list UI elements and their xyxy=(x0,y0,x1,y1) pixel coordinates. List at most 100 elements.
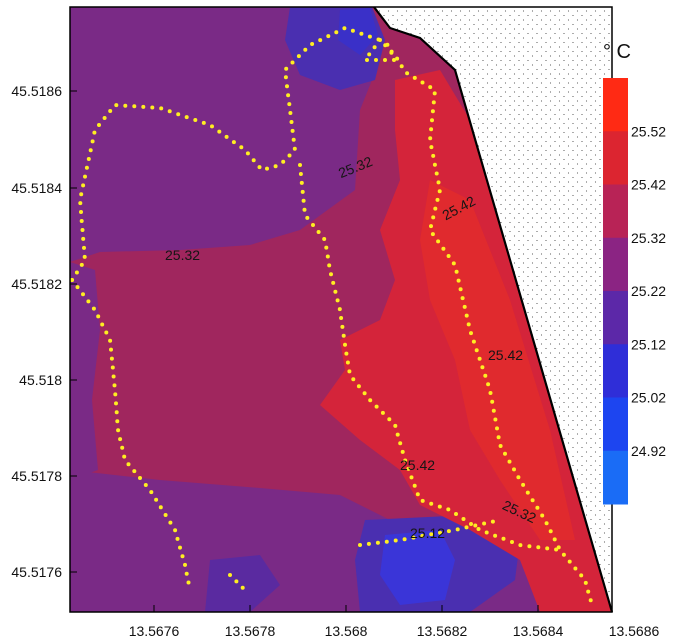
track-point xyxy=(464,313,469,318)
track-point xyxy=(231,140,236,145)
track-point xyxy=(368,398,373,403)
track-point xyxy=(240,585,245,590)
track-point xyxy=(365,58,369,62)
track-point xyxy=(82,245,86,250)
track-point xyxy=(112,383,117,388)
track-point xyxy=(548,529,553,534)
track-point xyxy=(372,45,377,50)
track-point xyxy=(291,137,296,142)
track-point xyxy=(86,157,91,161)
track-point xyxy=(341,333,346,338)
colorbar-swatch xyxy=(603,291,628,345)
track-point xyxy=(588,598,593,603)
track-point xyxy=(97,123,101,127)
y-tick-label: 45.518 xyxy=(19,372,62,388)
track-point xyxy=(429,145,434,150)
track-point xyxy=(430,232,435,237)
track-point xyxy=(350,28,355,33)
track-point xyxy=(78,201,83,206)
track-point xyxy=(438,530,442,535)
track-point xyxy=(573,566,578,571)
track-point xyxy=(251,158,256,163)
track-point xyxy=(400,449,405,454)
track-point xyxy=(163,513,168,517)
track-point xyxy=(579,573,584,578)
track-point xyxy=(385,42,390,47)
track-point xyxy=(552,537,557,542)
track-point xyxy=(345,360,350,365)
track-point xyxy=(476,527,481,531)
track-point xyxy=(344,351,349,356)
x-tick-label: 13.5678 xyxy=(225,623,276,639)
track-point xyxy=(109,356,114,361)
field-north-blue-inner xyxy=(338,8,378,55)
track-point xyxy=(498,444,503,448)
track-point xyxy=(159,106,164,111)
track-point xyxy=(176,112,181,117)
track-point xyxy=(79,262,84,267)
contour-label: 25.42 xyxy=(488,347,523,363)
track-point xyxy=(245,151,250,156)
track-point xyxy=(290,128,295,133)
track-point xyxy=(429,224,433,229)
track-point xyxy=(516,475,521,480)
track-point xyxy=(392,58,396,62)
colorbar-swatch xyxy=(603,131,628,185)
track-point xyxy=(429,532,434,537)
track-point xyxy=(322,237,327,241)
track-point xyxy=(432,91,437,96)
track-point xyxy=(527,544,532,549)
track-point xyxy=(464,525,469,530)
track-point xyxy=(583,580,588,585)
track-point xyxy=(183,562,187,567)
track-point xyxy=(91,306,96,311)
track-point xyxy=(446,254,451,258)
track-point xyxy=(300,189,305,194)
track-point xyxy=(512,467,516,472)
track-point xyxy=(561,552,566,557)
x-tick-label: 13.5676 xyxy=(129,623,180,639)
track-point xyxy=(389,50,394,55)
track-point xyxy=(343,342,347,347)
track-point xyxy=(495,426,499,431)
track-point xyxy=(420,80,425,85)
colorbar-swatch xyxy=(603,450,628,505)
track-point xyxy=(316,230,321,234)
track-point xyxy=(79,219,84,223)
track-point xyxy=(554,547,559,552)
track-point xyxy=(395,56,400,61)
track-point xyxy=(184,571,189,576)
track-point xyxy=(217,129,222,134)
track-point xyxy=(284,66,289,71)
track-point xyxy=(81,292,85,297)
track-point xyxy=(469,331,473,336)
track-point xyxy=(84,165,89,170)
track-point xyxy=(347,369,352,374)
track-point xyxy=(173,528,178,533)
track-point xyxy=(122,454,127,459)
track-point xyxy=(461,517,466,521)
x-tick-label: 13.5686 xyxy=(609,623,660,639)
track-point xyxy=(411,535,416,540)
track-point xyxy=(298,163,302,167)
track-point xyxy=(286,93,291,98)
track-point xyxy=(456,278,461,283)
track-point xyxy=(100,322,105,327)
track-point xyxy=(298,172,303,176)
track-point xyxy=(405,71,410,76)
track-point xyxy=(454,512,458,516)
track-point xyxy=(74,270,79,275)
track-point xyxy=(462,304,467,309)
track-point xyxy=(114,401,118,406)
colorbar-label: 25.12 xyxy=(631,336,666,352)
track-point xyxy=(318,38,323,43)
track-point xyxy=(180,554,185,559)
track-point xyxy=(493,417,498,422)
y-tick-label: 45.5182 xyxy=(11,276,62,292)
track-point xyxy=(108,338,113,343)
track-point xyxy=(75,285,80,290)
colorbar-swatch xyxy=(603,237,628,292)
track-point xyxy=(567,559,572,564)
track-point xyxy=(420,533,425,538)
